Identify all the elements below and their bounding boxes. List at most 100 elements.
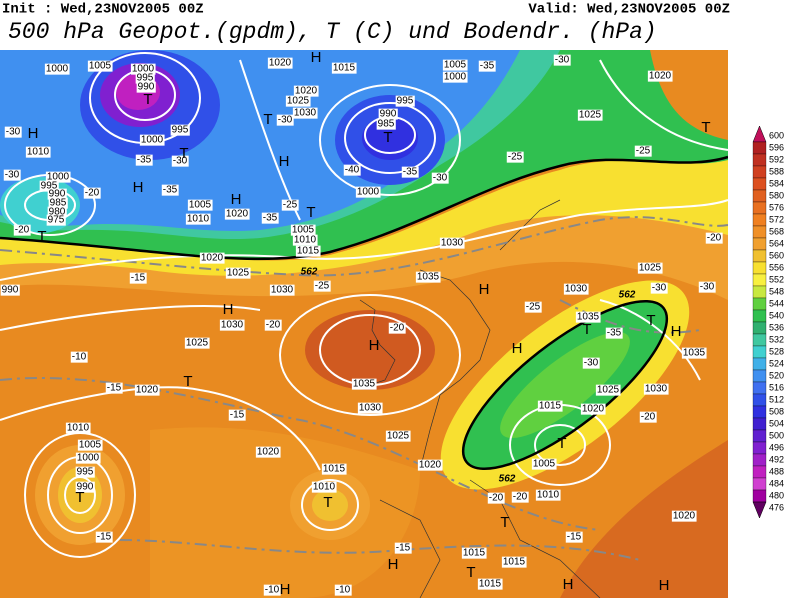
isobar-label-text: 1035: [577, 312, 600, 323]
temperature-label: -25: [281, 199, 299, 211]
contour-label: 562: [619, 290, 636, 301]
isobar-label-text: 1010: [27, 147, 50, 158]
temperature-label: -30: [582, 357, 600, 369]
isobar-label-text: 1005: [533, 459, 556, 470]
temperature-label-bg: [698, 281, 716, 293]
isobar-label: 1015: [461, 547, 487, 559]
isobar-label-text: 990: [77, 482, 94, 493]
pressure-center: H: [133, 179, 144, 196]
isobar-label-bg: [442, 59, 468, 71]
colorbar-swatch: [752, 273, 767, 287]
pressure-center: T: [383, 129, 392, 146]
temperature-label: -20: [264, 319, 282, 331]
temperature-label-text: -15: [396, 543, 411, 554]
pressure-center: T: [179, 145, 188, 162]
colorbar-label: 552: [769, 274, 784, 284]
isobar-label-text: 1025: [597, 385, 620, 396]
isobar-label-bg: [293, 85, 319, 97]
isobar-label-text: 1020: [269, 58, 292, 69]
isobar-label: 990: [136, 81, 156, 93]
isobar-label-bg: [44, 63, 70, 75]
isobar-label-text: 1015: [539, 401, 562, 412]
temperature-label-bg: [228, 409, 246, 421]
isobar-label-bg: [531, 458, 557, 470]
isobar-label: 1010: [65, 422, 91, 434]
temperature-label-bg: [276, 114, 294, 126]
isobar-label-bg: [139, 134, 165, 146]
temperature-label-text: -10: [265, 585, 280, 596]
isobar-label-text: 985: [50, 198, 67, 209]
temperature-label-text: -35: [480, 61, 495, 72]
temperature-label-text: -20: [85, 188, 100, 199]
pressure-center: H: [279, 153, 290, 170]
isobar-label: 1025: [285, 95, 311, 107]
isobar-label: 1000: [355, 186, 381, 198]
isobar-label-text: 1010: [67, 423, 90, 434]
pressure-center: T: [557, 435, 566, 452]
isobar-label-text: 990: [380, 109, 397, 120]
temperature-label-bg: [401, 166, 419, 178]
isobar-label-bg: [575, 311, 601, 323]
temperature-label-text: -30: [5, 170, 20, 181]
temperature-label-text: -25: [283, 200, 298, 211]
isobar-label-text: 1015: [479, 579, 502, 590]
colorbar-swatch: [752, 429, 767, 443]
isobar-label-bg: [185, 213, 211, 225]
isobar-label: 1030: [269, 284, 295, 296]
isobar-label-text: 1030: [441, 238, 464, 249]
isobar-label: 1010: [292, 234, 318, 246]
temperature-label-bg: [431, 172, 449, 184]
pressure-center: H: [388, 556, 399, 573]
isobar-label: 1020: [267, 57, 293, 69]
colorbar-label: 592: [769, 154, 784, 164]
colorbar-swatch: [752, 225, 767, 239]
isobar-label: 995: [39, 180, 59, 192]
isobar-label-bg: [136, 81, 156, 93]
isobar-label: 1020: [255, 446, 281, 458]
isobar-label-bg: [39, 180, 59, 192]
temperature-label-bg: [605, 327, 623, 339]
pressure-center: T: [183, 373, 192, 390]
isobar-label: 990: [75, 481, 95, 493]
isobar-label-text: 1005: [79, 440, 102, 451]
temperature-label-bg: [650, 282, 668, 294]
temperature-label-bg: [487, 492, 505, 504]
colorbar-swatch: [752, 465, 767, 479]
colorbar-label: 580: [769, 190, 784, 200]
contour-label: 562: [301, 267, 318, 278]
temperature-label-bg: [334, 584, 352, 596]
pressure-center: T: [306, 204, 315, 221]
isobar-label: 990: [47, 188, 67, 200]
isobar-label: 985: [48, 197, 68, 209]
pressure-center: H: [671, 323, 682, 340]
colorbar-swatch: [752, 369, 767, 383]
colorbar-label: 520: [769, 370, 784, 380]
isobar-label: 1020: [134, 384, 160, 396]
colorbar-label: 480: [769, 490, 784, 500]
isobar-label: 1030: [292, 107, 318, 119]
colorbar-label: 596: [769, 142, 784, 152]
colorbar-label: 540: [769, 310, 784, 320]
isobar-label: 1035: [351, 378, 377, 390]
isobar-label-bg: [255, 446, 281, 458]
temperature-label-text: -15: [230, 410, 245, 421]
isobar-label-text: 1005: [89, 61, 112, 72]
isobar-label-bg: [376, 118, 396, 130]
isobar-label-text: 1010: [294, 235, 317, 246]
colorbar-label: 512: [769, 394, 784, 404]
temperature-label-bg: [388, 322, 406, 334]
isobar-label-bg: [378, 108, 398, 120]
colorbar-label: 504: [769, 418, 784, 428]
colorbar-swatch: [752, 417, 767, 431]
temperature-label-bg: [343, 164, 361, 176]
isobar-label-text: 1020: [136, 385, 159, 396]
colorbar-swatch: [752, 357, 767, 371]
valid-time: Valid: Wed,23NOV2005 00Z: [528, 2, 730, 18]
isobar-label: 1025: [577, 109, 603, 121]
pressure-center: H: [479, 281, 490, 298]
isobar-label-bg: [681, 347, 707, 359]
colorbar-label: 484: [769, 478, 784, 488]
pressure-center: T: [37, 228, 46, 245]
isobar-label-text: 1005: [292, 225, 315, 236]
